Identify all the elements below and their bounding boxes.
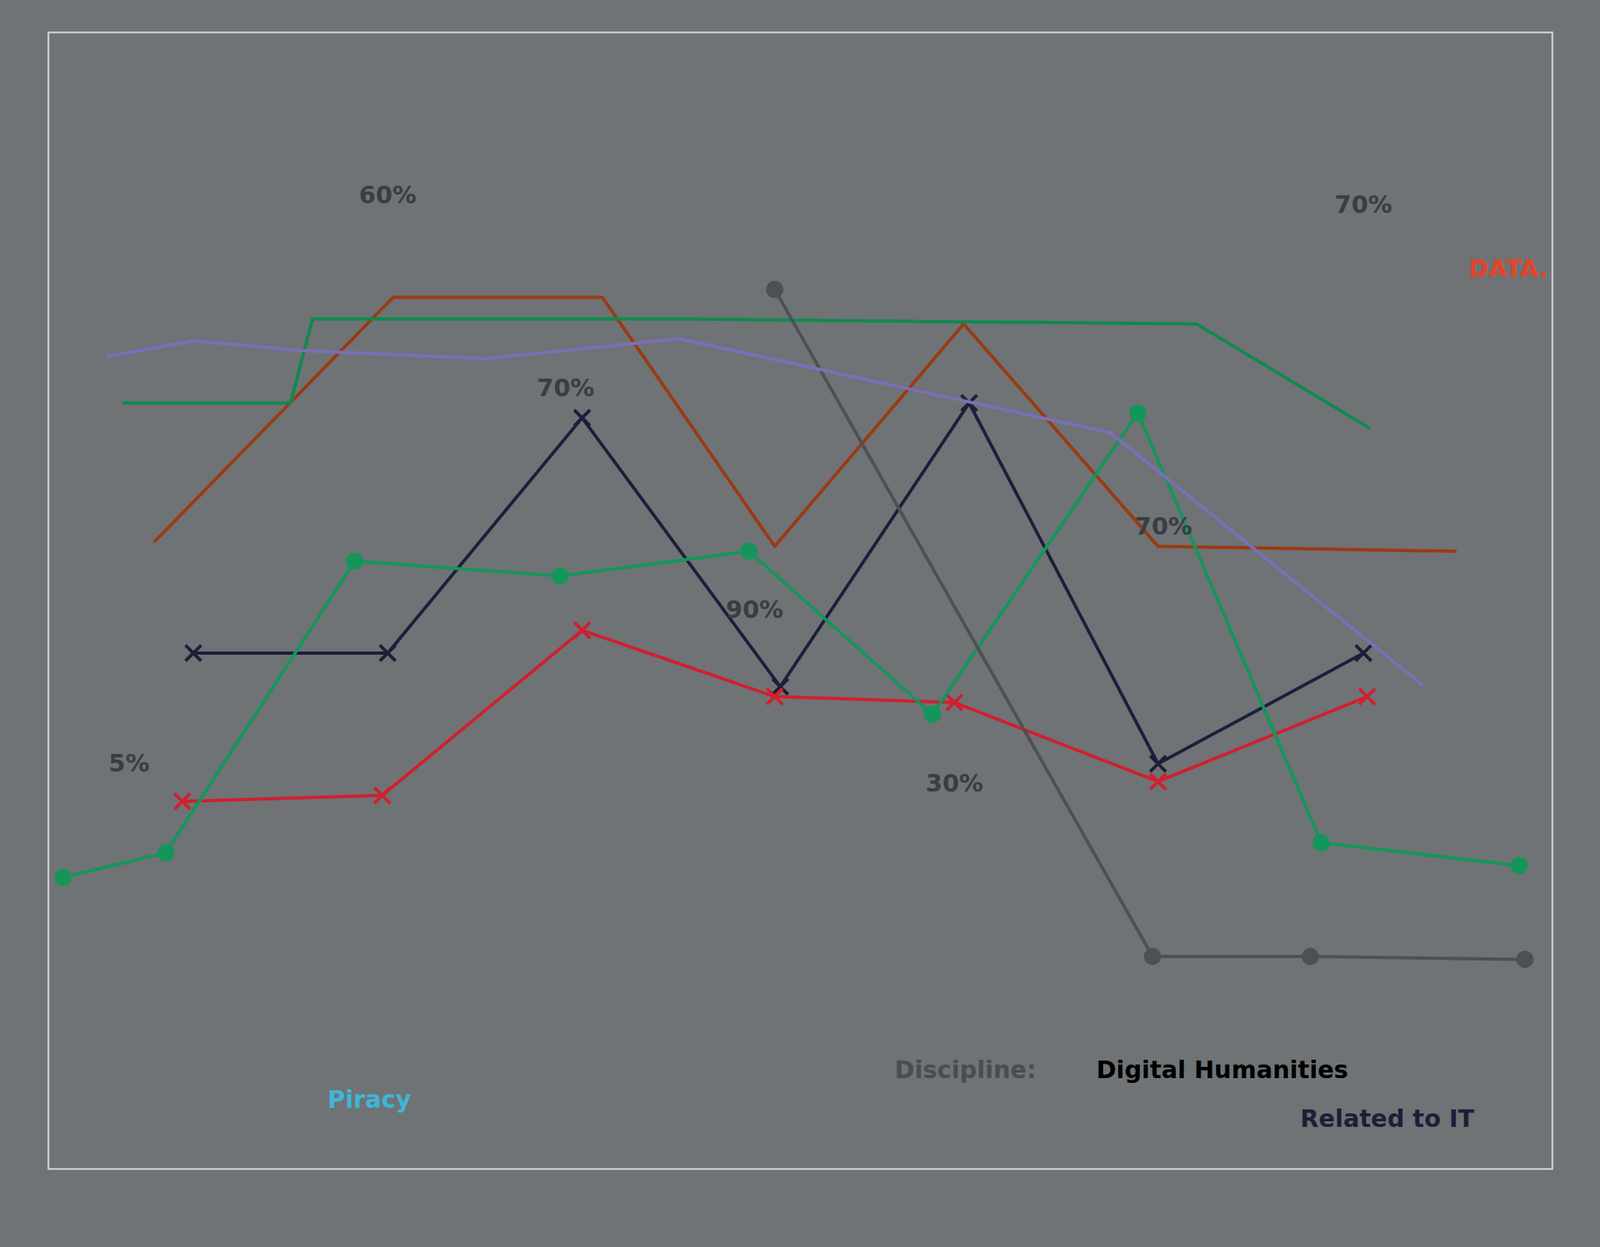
svg-text:Related to IT: Related to IT: [1299, 1104, 1475, 1133]
svg-text:5%: 5%: [108, 749, 150, 778]
svg-text:60%: 60%: [359, 180, 418, 209]
svg-text:70%: 70%: [1335, 190, 1393, 219]
svg-text:Digital Humanities: Digital Humanities: [1096, 1055, 1349, 1084]
svg-text:90%: 90%: [725, 595, 784, 624]
svg-text:70%: 70%: [1134, 511, 1193, 540]
svg-text:30%: 30%: [926, 769, 984, 798]
svg-text:Discipline:: Discipline:: [894, 1055, 1037, 1084]
svg-text:Piracy: Piracy: [327, 1085, 412, 1114]
svg-text:70%: 70%: [537, 373, 595, 402]
svg-text:DATA.: DATA.: [1468, 254, 1548, 283]
